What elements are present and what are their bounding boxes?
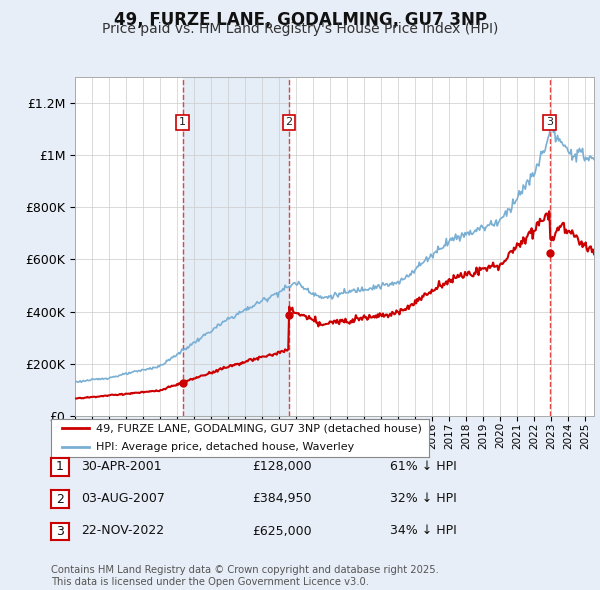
Text: £128,000: £128,000 <box>252 460 311 473</box>
Text: 2: 2 <box>56 493 64 506</box>
Text: 49, FURZE LANE, GODALMING, GU7 3NP (detached house): 49, FURZE LANE, GODALMING, GU7 3NP (deta… <box>97 424 422 434</box>
Text: Price paid vs. HM Land Registry's House Price Index (HPI): Price paid vs. HM Land Registry's House … <box>102 22 498 37</box>
Text: Contains HM Land Registry data © Crown copyright and database right 2025.
This d: Contains HM Land Registry data © Crown c… <box>51 565 439 587</box>
Text: 61% ↓ HPI: 61% ↓ HPI <box>390 460 457 473</box>
Text: 03-AUG-2007: 03-AUG-2007 <box>81 492 165 505</box>
Text: 49, FURZE LANE, GODALMING, GU7 3NP: 49, FURZE LANE, GODALMING, GU7 3NP <box>113 11 487 29</box>
Text: 32% ↓ HPI: 32% ↓ HPI <box>390 492 457 505</box>
Text: 1: 1 <box>179 117 186 127</box>
Text: 3: 3 <box>56 525 64 538</box>
Text: £384,950: £384,950 <box>252 492 311 505</box>
Text: £625,000: £625,000 <box>252 525 311 537</box>
Text: 1: 1 <box>56 460 64 473</box>
Text: 34% ↓ HPI: 34% ↓ HPI <box>390 525 457 537</box>
Text: HPI: Average price, detached house, Waverley: HPI: Average price, detached house, Wave… <box>97 442 355 452</box>
Text: 22-NOV-2022: 22-NOV-2022 <box>81 525 164 537</box>
Text: 30-APR-2001: 30-APR-2001 <box>81 460 161 473</box>
Text: 3: 3 <box>546 117 553 127</box>
Bar <box>183 77 289 416</box>
Text: 2: 2 <box>286 117 293 127</box>
